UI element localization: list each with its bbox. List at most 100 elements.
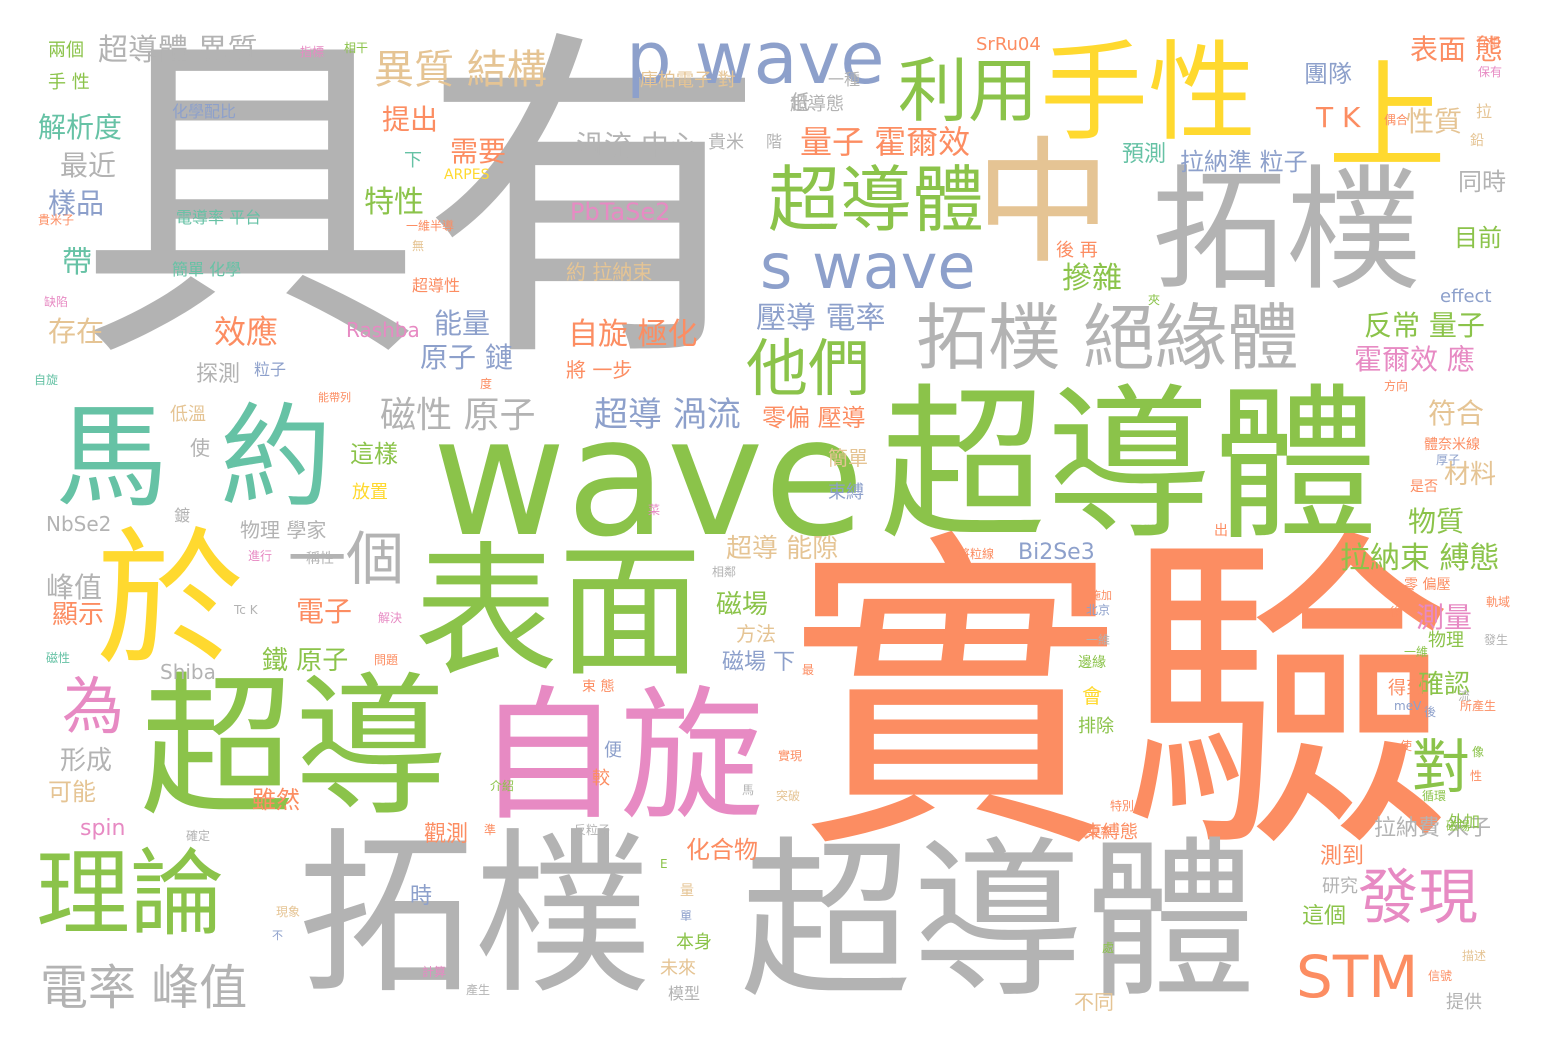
word: 馬: [56, 393, 168, 523]
word: 物理: [1428, 630, 1464, 651]
word: 解決: [378, 611, 403, 625]
word: 具有: [78, 4, 766, 404]
word: 放置: [352, 482, 388, 503]
word: 鍍: [174, 506, 191, 525]
word: 下: [404, 150, 422, 171]
word: 所產生: [1460, 699, 1497, 713]
word: 最近: [60, 149, 117, 182]
word: 磁性 原子: [380, 395, 536, 436]
word: 能帶列: [318, 391, 351, 404]
word: T K: [1316, 101, 1361, 134]
word: 量子 霍爾效: [800, 123, 971, 161]
word: 觀測: [424, 822, 469, 847]
word: 不: [272, 929, 283, 942]
word: 排除: [1078, 716, 1114, 737]
word: 壓導 電率: [756, 301, 886, 336]
word: 處: [1102, 941, 1115, 955]
word: 需要: [450, 135, 507, 168]
word: 厚子: [1436, 453, 1461, 467]
word: 超導體: [740, 821, 1256, 1022]
word: 將粒線: [958, 547, 995, 561]
word: 流: [1458, 689, 1471, 703]
word: 測到: [1320, 844, 1365, 869]
word: 手性: [1040, 31, 1257, 156]
word: 摻雜: [1062, 261, 1122, 296]
word: 物理 學家: [240, 518, 327, 542]
word: 相干: [344, 41, 369, 55]
word: 一維: [1404, 645, 1429, 659]
word: 束縛態: [1084, 822, 1138, 843]
word: Bi2Se3: [1018, 540, 1095, 565]
word: 保有: [1478, 65, 1503, 79]
word: 施加: [1090, 589, 1112, 602]
word: 貴米子: [38, 213, 75, 227]
word: 能量: [434, 307, 491, 340]
word: 樣品: [48, 187, 105, 220]
word: STM: [1296, 943, 1419, 1011]
word: 中: [975, 125, 1111, 283]
word: 方向: [1384, 379, 1409, 393]
word: 兩個: [48, 40, 84, 61]
word: 便: [604, 740, 622, 761]
word: 模型: [668, 984, 701, 1003]
word: 稱性: [306, 551, 334, 567]
word: 實現: [778, 749, 803, 763]
word: 確定: [186, 829, 211, 843]
word: SrRu04: [976, 34, 1041, 55]
word: 磁場 下: [722, 650, 795, 675]
word: 未來: [660, 958, 696, 979]
word: 特別: [1110, 799, 1135, 813]
word: 方法: [736, 622, 776, 646]
word: 同時: [1458, 168, 1506, 196]
word: 一個: [288, 525, 405, 593]
word: 計算: [422, 965, 447, 979]
word: 拉納準 粒子: [1180, 148, 1308, 176]
word: 無: [412, 239, 425, 253]
word: 一維: [1086, 633, 1111, 647]
word: 後: [1424, 705, 1437, 719]
word: 度: [480, 377, 493, 391]
word: 形成: [60, 746, 113, 776]
word: 使: [190, 436, 210, 460]
word: 單: [680, 909, 693, 923]
word: 上: [1328, 48, 1447, 186]
word: 性質: [1406, 105, 1463, 138]
word: 物質: [1408, 505, 1465, 538]
word: 產生: [466, 983, 491, 997]
word: 相鄰: [712, 565, 737, 579]
word: 體奈米線: [1424, 437, 1480, 453]
word: 後 再: [1056, 240, 1098, 261]
word: 循環: [1422, 789, 1447, 803]
word: 鉛: [1470, 133, 1484, 149]
word: 簡單 化學: [172, 260, 242, 279]
word: 發生: [1484, 633, 1509, 647]
word: 像: [1472, 745, 1485, 759]
word: 描述: [1462, 949, 1487, 963]
word: 超導 渦流: [594, 395, 741, 435]
word: 量: [680, 883, 694, 899]
word: 將 一步: [566, 358, 633, 382]
word: 電導率: [1076, 825, 1113, 839]
word: 對: [1412, 733, 1471, 801]
word: PbTaSe2: [570, 198, 671, 226]
word: 簡單: [828, 446, 868, 470]
word: 邊緣: [1078, 655, 1106, 671]
word: 馬: [742, 783, 755, 797]
word: wave: [432, 382, 865, 573]
word: 準: [484, 823, 497, 837]
word: 研究: [1322, 876, 1358, 897]
word: 超導態: [790, 94, 844, 115]
word: 利用: [898, 50, 1038, 132]
word: 會: [1082, 684, 1102, 708]
word: 菜: [648, 503, 661, 517]
word: 化合物: [686, 836, 758, 864]
word: 階: [766, 132, 783, 151]
word: 突破: [776, 789, 801, 803]
word: 低: [790, 90, 810, 114]
word: Tc K: [234, 603, 258, 617]
word: 表面: [414, 528, 703, 696]
word: 特性: [364, 185, 424, 220]
word: NbSe2: [46, 512, 112, 536]
word: 化學配比: [172, 102, 237, 121]
